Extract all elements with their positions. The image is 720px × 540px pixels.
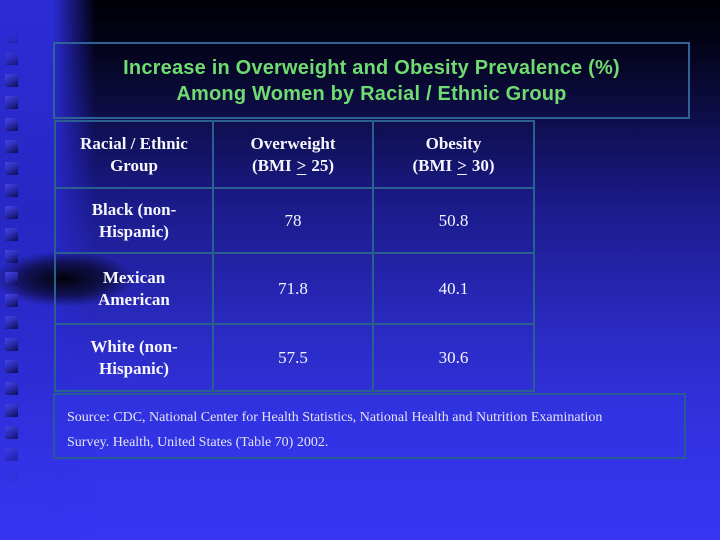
table-row-white: White (non- Hispanic) 57.5 30.6 <box>54 323 535 392</box>
row-white-label: White (non- Hispanic) <box>54 323 214 392</box>
filmstrip-squares-decoration <box>5 30 18 483</box>
cell-mexican-obesity-value: 40.1 <box>372 252 535 325</box>
decor-square <box>5 96 18 109</box>
decor-square <box>5 184 18 197</box>
row-label-line1: Mexican <box>102 267 166 287</box>
gte-operator: > <box>296 155 307 175</box>
decor-square <box>5 316 18 329</box>
decor-square <box>5 228 18 241</box>
decor-square <box>5 294 18 307</box>
bmi-suffix: 25) <box>311 155 335 175</box>
prevalence-table: Racial / Ethnic Group Overweight (BMI >25… <box>54 120 535 392</box>
header-obesity-label: Obesity <box>425 133 482 153</box>
row-label-line1: Black (non- <box>91 199 177 219</box>
row-black-label: Black (non- Hispanic) <box>54 187 214 254</box>
header-group-line2: Group <box>110 155 158 175</box>
decor-square <box>5 338 18 351</box>
bmi-prefix: (BMI <box>412 155 453 175</box>
slide-title-box: Increase in Overweight and Obesity Preva… <box>53 42 690 119</box>
decor-square <box>5 30 18 43</box>
source-citation-box: Source: CDC, National Center for Health … <box>53 393 686 459</box>
source-line2: Survey. Health, United States (Table 70)… <box>67 435 329 450</box>
table-row-mexican: Mexican American 71.8 40.1 <box>54 252 535 325</box>
gte-operator: > <box>457 155 467 175</box>
header-overweight-label: Overweight <box>250 133 336 153</box>
table-header-row: Racial / Ethnic Group Overweight (BMI >25… <box>54 120 535 189</box>
decor-square <box>5 470 18 483</box>
header-overweight-bmi: (BMI >25) <box>214 155 372 177</box>
row-label-line1: White (non- <box>90 336 178 356</box>
header-group-line1: Racial / Ethnic <box>80 133 188 153</box>
cell-white-overweight-value: 57.5 <box>212 323 374 392</box>
bmi-prefix: (BMI <box>251 155 292 175</box>
decor-square <box>5 74 18 87</box>
decor-square <box>5 52 18 65</box>
table-row-black: Black (non- Hispanic) 78 50.8 <box>54 187 535 254</box>
decor-square <box>5 272 18 285</box>
decor-square <box>5 206 18 219</box>
header-obesity: Obesity (BMI >30) <box>372 120 535 189</box>
row-label-line2: Hispanic) <box>99 358 169 378</box>
header-obesity-bmi: (BMI >30) <box>374 155 533 177</box>
decor-square <box>5 360 18 373</box>
cell-black-obesity-value: 50.8 <box>372 187 535 254</box>
decor-square <box>5 250 18 263</box>
decor-square <box>5 448 18 461</box>
slide-title-line2: Among Women by Racial / Ethnic Group <box>176 82 567 105</box>
decor-square <box>5 404 18 417</box>
bmi-suffix: 30) <box>471 155 495 175</box>
row-label-line2: American <box>98 289 170 309</box>
decor-square <box>5 162 18 175</box>
header-racial-ethnic-group: Racial / Ethnic Group <box>54 120 214 189</box>
decor-square <box>5 426 18 439</box>
cell-white-obesity-value: 30.6 <box>372 323 535 392</box>
cell-black-overweight-value: 78 <box>212 187 374 254</box>
header-overweight: Overweight (BMI >25) <box>212 120 374 189</box>
source-line1: Source: CDC, National Center for Health … <box>67 410 603 425</box>
row-label-line2: Hispanic) <box>99 221 169 241</box>
row-mexican-label: Mexican American <box>54 252 214 325</box>
decor-square <box>5 382 18 395</box>
cell-mexican-overweight-value: 71.8 <box>212 252 374 325</box>
decor-square <box>5 118 18 131</box>
decor-square <box>5 140 18 153</box>
slide-title-line1: Increase in Overweight and Obesity Preva… <box>123 56 620 79</box>
